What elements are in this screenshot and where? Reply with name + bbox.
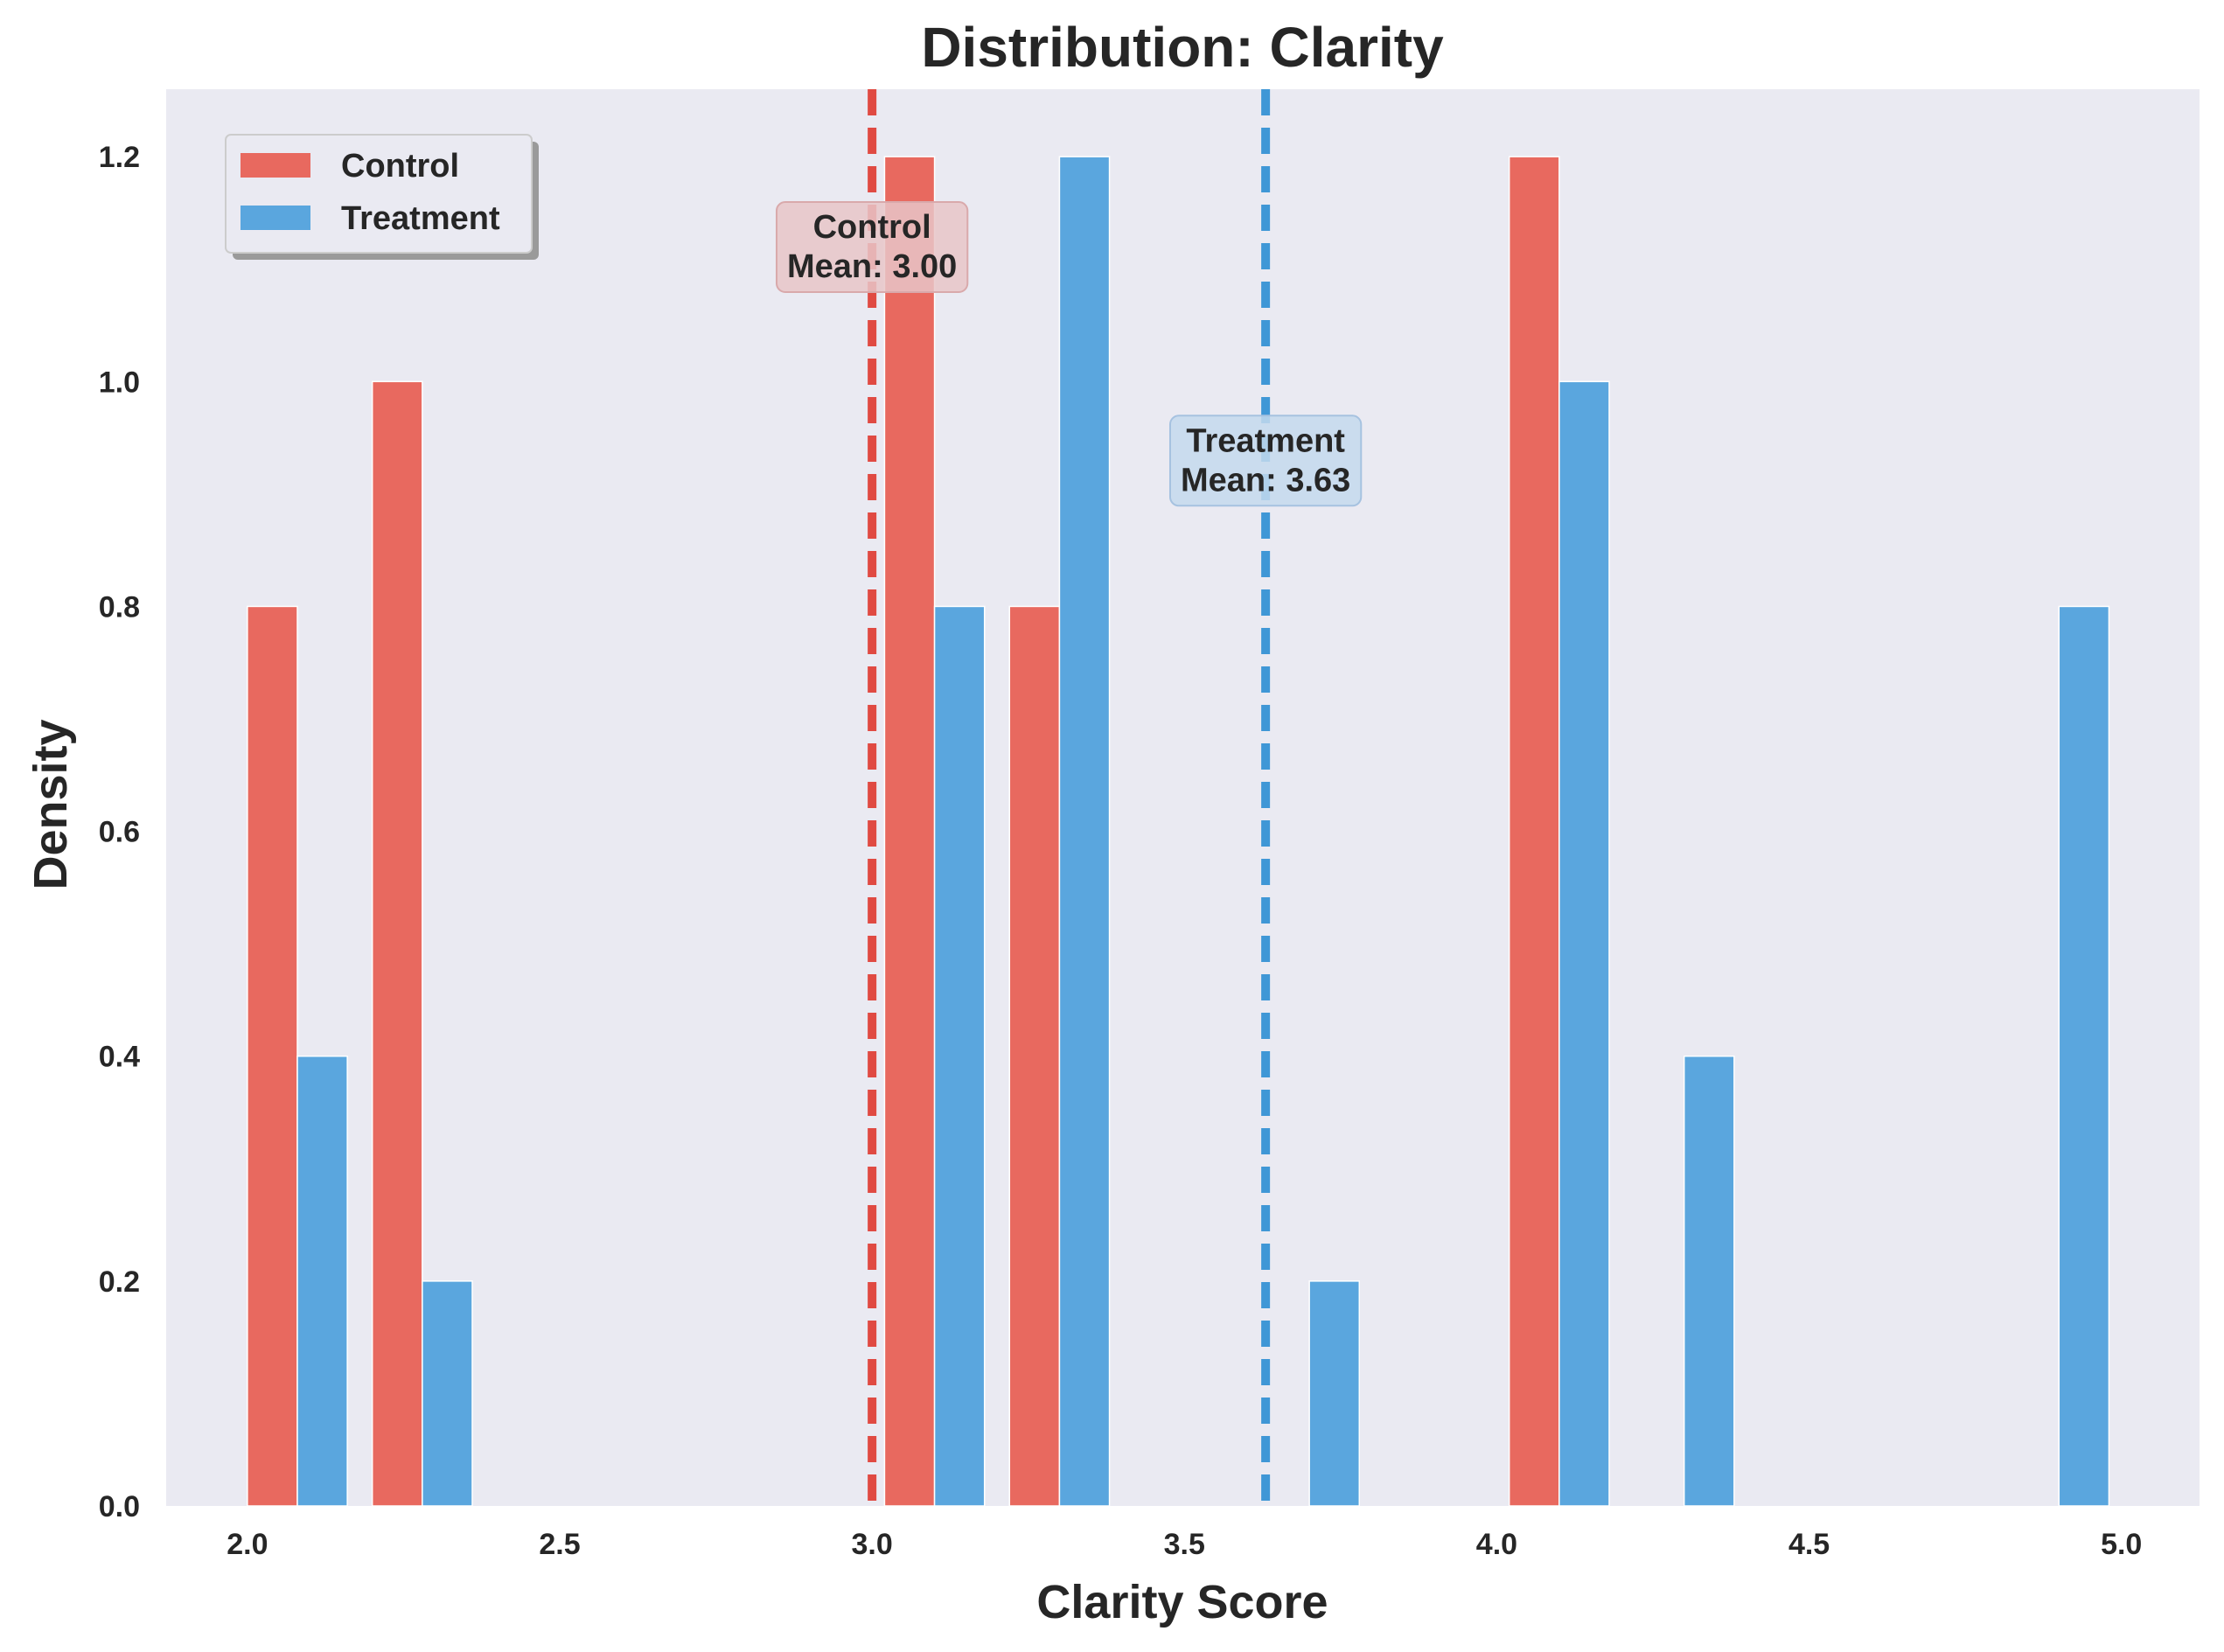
y-tick-label: 1.0 [99, 366, 140, 399]
x-tick-label: 2.5 [539, 1528, 580, 1561]
bar-treatment-7 [2058, 605, 2110, 1507]
bar-control-0 [247, 605, 298, 1507]
x-tick-label: 2.0 [227, 1528, 268, 1561]
bars-layer [247, 156, 2110, 1507]
mean-annotation-box [775, 201, 969, 293]
mean-lines-layer [868, 89, 1271, 1506]
x-tick-labels: 2.0 2.5 3.0 3.5 4.0 4.5 5.0 [227, 1528, 2142, 1561]
bar-treatment-0 [296, 1055, 348, 1507]
bar-treatment-1 [422, 1280, 473, 1507]
y-tick-label: 0.6 [99, 816, 140, 849]
y-tick-labels: 0.0 0.2 0.4 0.6 0.8 1.0 1.2 [99, 141, 140, 1523]
plot-area [166, 89, 2200, 1506]
x-tick-label: 5.0 [2101, 1528, 2142, 1561]
y-tick-label: 1.2 [99, 141, 140, 174]
x-tick-label: 4.0 [1476, 1528, 1517, 1561]
legend-label-control: Control [341, 148, 459, 185]
bar-treatment-5 [1558, 380, 1610, 1507]
y-tick-label: 0.2 [99, 1265, 140, 1299]
legend-swatch-control [241, 153, 310, 178]
bar-treatment-6 [1683, 1055, 1735, 1507]
bar-control-1 [371, 380, 423, 1507]
y-tick-label: 0.0 [99, 1490, 140, 1523]
mean-annotation-line2: Mean: 3.63 [1181, 462, 1350, 498]
mean-annotation-box [1168, 415, 1363, 507]
x-tick-label: 3.0 [852, 1528, 893, 1561]
mean-annotation-line1: Treatment [1186, 422, 1345, 459]
bar-treatment-3 [1058, 156, 1111, 1507]
bar-treatment-4 [1308, 1280, 1361, 1507]
x-tick-label: 4.5 [1788, 1528, 1830, 1561]
chart-title: Distribution: Clarity [921, 16, 1444, 79]
legend: Control Treatment [225, 134, 539, 260]
y-tick-label: 0.8 [99, 590, 140, 624]
y-tick-label: 0.4 [99, 1041, 140, 1074]
mean-annotation-line2: Mean: 3.00 [787, 248, 957, 285]
bar-treatment-2 [933, 605, 986, 1507]
bar-control-2 [883, 156, 936, 1507]
bar-control-4 [1508, 156, 1560, 1507]
x-axis-title: Clarity Score [1036, 1576, 1328, 1628]
bar-control-3 [1008, 605, 1061, 1507]
x-tick-label: 3.5 [1164, 1528, 1205, 1561]
legend-label-treatment: Treatment [341, 200, 500, 237]
legend-swatch-treatment [241, 206, 310, 230]
y-axis-title: Density [24, 719, 77, 889]
mean-annotation-line1: Control [813, 209, 931, 246]
